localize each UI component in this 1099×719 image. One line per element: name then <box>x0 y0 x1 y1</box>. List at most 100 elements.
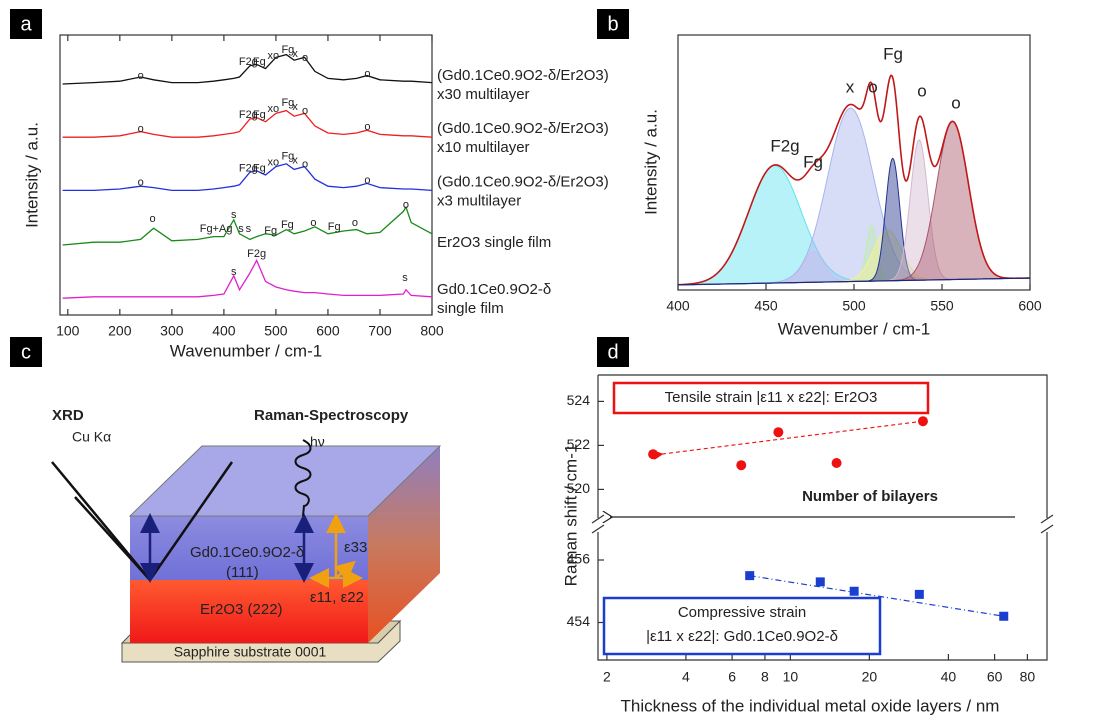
spectrum <box>62 163 433 192</box>
legend-label: (Gd0.1Ce0.9O2-δ/Er2O3) <box>437 173 609 190</box>
x-tick-label: 600 <box>316 323 340 339</box>
annotation: Fg <box>803 152 823 171</box>
annotation: o <box>138 123 144 135</box>
xrd-beam <box>74 496 151 581</box>
annotation: o <box>364 174 370 186</box>
x-tick-label: 200 <box>108 323 132 339</box>
label: Cu Kα <box>72 429 111 445</box>
x-tick-label: 4 <box>682 669 690 685</box>
annotation: F2g <box>239 56 258 68</box>
label: Sapphire substrate 0001 <box>174 644 327 660</box>
label: ε33 <box>344 539 367 556</box>
label: ε11, ε22 <box>310 589 364 606</box>
label: XRD <box>52 407 84 424</box>
annotation: o <box>302 52 308 64</box>
point <box>849 586 859 596</box>
legend-label: |ε11 x ε22|: Gd0.1Ce0.9O2-δ <box>646 628 838 645</box>
spectrum <box>62 205 433 246</box>
annotation: Fg+Ag <box>200 223 233 235</box>
y-axis-label: Raman shift / cm-1 <box>561 444 580 587</box>
annotation: Fg <box>281 219 294 231</box>
side-face <box>368 446 440 643</box>
legend-label: x30 multilayer <box>437 86 530 103</box>
x-axis-label: Thickness of the individual metal oxide … <box>621 696 1000 715</box>
er-layer <box>130 580 368 643</box>
annotation: o <box>917 81 926 100</box>
annotation: Fg <box>281 44 294 56</box>
panel-label: b <box>607 13 618 35</box>
annotation: F2g <box>239 109 258 121</box>
arrow <box>334 560 356 582</box>
annotation: o <box>138 70 144 82</box>
annotation: o <box>403 199 409 211</box>
annotation: o <box>310 217 316 229</box>
legend-label: Gd0.1Ce0.9O2-δ <box>437 281 551 298</box>
annotation: s <box>402 272 408 284</box>
legend-label: (Gd0.1Ce0.9O2-δ/Er2O3) <box>437 67 609 84</box>
annotation: s <box>231 266 237 278</box>
annotation: F2g <box>247 248 266 260</box>
label: hν <box>310 434 325 450</box>
x-tick-label: 500 <box>842 298 866 314</box>
legend-label: Tensile strain |ε11 x ε22|: Er2O3 <box>665 389 878 406</box>
x-tick-label: 6 <box>728 669 736 685</box>
annotation: o <box>352 217 358 229</box>
spectrum <box>62 53 433 85</box>
label: Er2O3 (222) <box>200 601 283 618</box>
x-tick-label: 700 <box>368 323 392 339</box>
y-axis-label: Intensity / a.u. <box>641 109 660 215</box>
x-tick-label: 550 <box>930 298 954 314</box>
panel-label-box <box>597 337 629 367</box>
point <box>773 427 784 438</box>
x-tick-label: 600 <box>1018 298 1042 314</box>
y-axis-label: Intensity / a.u. <box>22 122 41 228</box>
annotation: o <box>302 105 308 117</box>
point <box>917 416 928 427</box>
label: Gd0.1Ce0.9O2-δ <box>190 544 304 561</box>
legend-label: Er2O3 single film <box>437 234 551 251</box>
x-tick-label: 300 <box>160 323 184 339</box>
annotation: o <box>868 77 877 96</box>
plot-frame <box>59 34 433 316</box>
spectrum <box>62 258 433 299</box>
trend-line <box>749 575 1004 617</box>
axis-break <box>591 514 605 524</box>
legend-label: Compressive strain <box>678 604 806 621</box>
annotation: o <box>150 213 156 225</box>
axis <box>597 374 1048 661</box>
annotation: x <box>846 77 855 96</box>
plots: 100 200 300 400 500 600 700 800 Wavenumber / cm-… <box>22 34 1054 715</box>
diagram: XRD Cu Kα Raman-Spectroscopy hν Gd0.1Ce0… <box>51 407 442 663</box>
point <box>914 589 924 599</box>
annotation: o <box>951 93 960 112</box>
annotation: Fg <box>264 225 277 237</box>
annotation: F2g <box>770 136 799 155</box>
photon <box>294 439 312 517</box>
panel-label-box <box>597 9 629 39</box>
legend-label: single film <box>437 300 504 317</box>
y-tick-label: 520 <box>567 480 591 496</box>
point <box>648 449 659 460</box>
point <box>745 571 755 581</box>
legend-box <box>612 381 930 415</box>
label: (111) <box>226 564 259 581</box>
x-tick-label: 100 <box>56 323 80 339</box>
panel-label: d <box>607 341 618 363</box>
panel-label: c <box>21 341 31 363</box>
x-tick-label: 60 <box>987 669 1003 685</box>
annotation: o <box>364 68 370 80</box>
x-tick-label: 80 <box>1020 669 1036 685</box>
legend-label: (Gd0.1Ce0.9O2-δ/Er2O3) <box>437 120 609 137</box>
annotation: Fg <box>253 56 266 68</box>
panel-label-box <box>10 337 42 367</box>
y-tick-label: 522 <box>567 436 591 452</box>
annotation: x <box>292 154 298 166</box>
annotation: Fg <box>281 150 294 162</box>
x-tick-label: 40 <box>941 669 957 685</box>
trend-line <box>653 420 924 460</box>
x-tick-label: 450 <box>754 298 778 314</box>
annotation: x <box>292 101 298 113</box>
x-axis-label: Wavenumber / cm-1 <box>170 341 322 360</box>
label: Raman-Spectroscopy <box>254 407 409 424</box>
